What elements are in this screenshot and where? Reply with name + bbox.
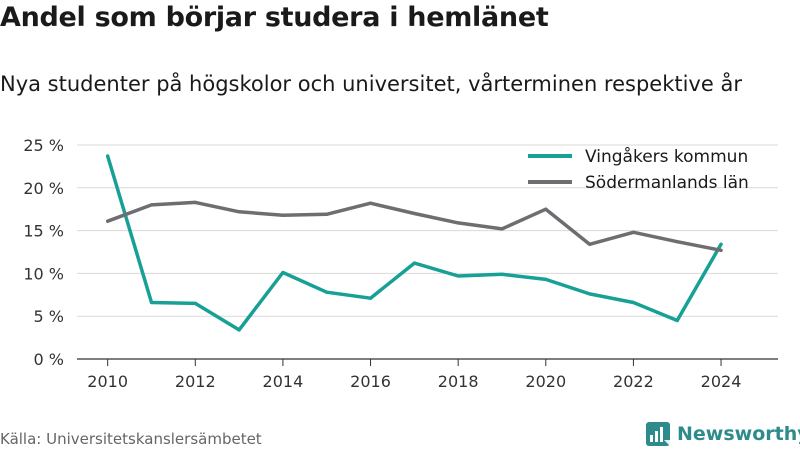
data-point [456,221,460,225]
data-point [325,212,329,216]
x-tick-label: 2012 [175,372,216,391]
y-tick-label: 15 % [23,222,64,241]
chart-title: Andel som börjar studera i hemlänet [0,2,549,33]
y-tick-label: 0 % [34,350,64,369]
data-point [368,296,373,300]
data-point [281,270,285,275]
data-point [106,219,110,223]
data-point [237,328,241,332]
data-point [631,300,636,305]
data-point [237,210,241,214]
data-point [456,274,460,278]
data-point [544,277,548,281]
data-point [675,318,679,323]
x-tick-label: 2014 [263,372,304,391]
data-point [106,154,110,158]
data-point [631,230,636,234]
brand-name: Newsworthy [677,423,800,445]
legend-label: Vingåkers kommun [585,146,748,167]
data-point [149,300,154,305]
data-point [588,292,592,296]
data-point [325,290,329,294]
data-point [500,227,504,231]
series-line-sodermanland [105,200,723,253]
line-chart: 0 % 5 % 10 % 15 % 20 % 25 % 2010 2012 2014 2016 20… [23,136,778,391]
axes: 0 % 5 % 10 % 15 % 20 % 25 % 2010 2012 2014 2016 20… [23,136,741,391]
data-point [368,201,373,205]
y-tick-label: 5 % [34,307,64,326]
chart-subtitle: Nya studenter på högskolor och universit… [0,72,742,96]
data-point [149,203,154,207]
data-point [412,261,416,265]
gridlines [77,144,778,360]
x-tick-label: 2024 [701,372,742,391]
y-tick-label: 25 % [23,136,64,155]
x-tick-label: 2016 [350,372,391,391]
newsworthy-logo-icon [646,422,670,446]
y-tick-label: 20 % [23,179,64,198]
x-tick-label: 2020 [525,372,566,391]
x-tick-label: 2022 [613,372,654,391]
data-point [193,200,197,204]
data-point [281,213,285,217]
legend: Vingåkers kommun Södermanlands län [528,146,749,193]
data-point [412,211,416,216]
brand-logo: Newsworthy [645,420,800,448]
data-point [193,301,197,305]
source-note: Källa: Universitetskanslersämbetet [0,430,262,448]
y-tick-label: 10 % [23,264,64,283]
data-point [719,242,723,246]
series-lines [105,154,723,332]
data-point [588,242,592,246]
data-point [500,272,504,276]
x-tick-label: 2010 [87,372,128,391]
legend-label: Södermanlands län [585,173,749,193]
x-tick-label: 2018 [438,372,479,391]
data-point [544,207,548,211]
data-point [719,248,723,252]
data-point [675,240,679,244]
